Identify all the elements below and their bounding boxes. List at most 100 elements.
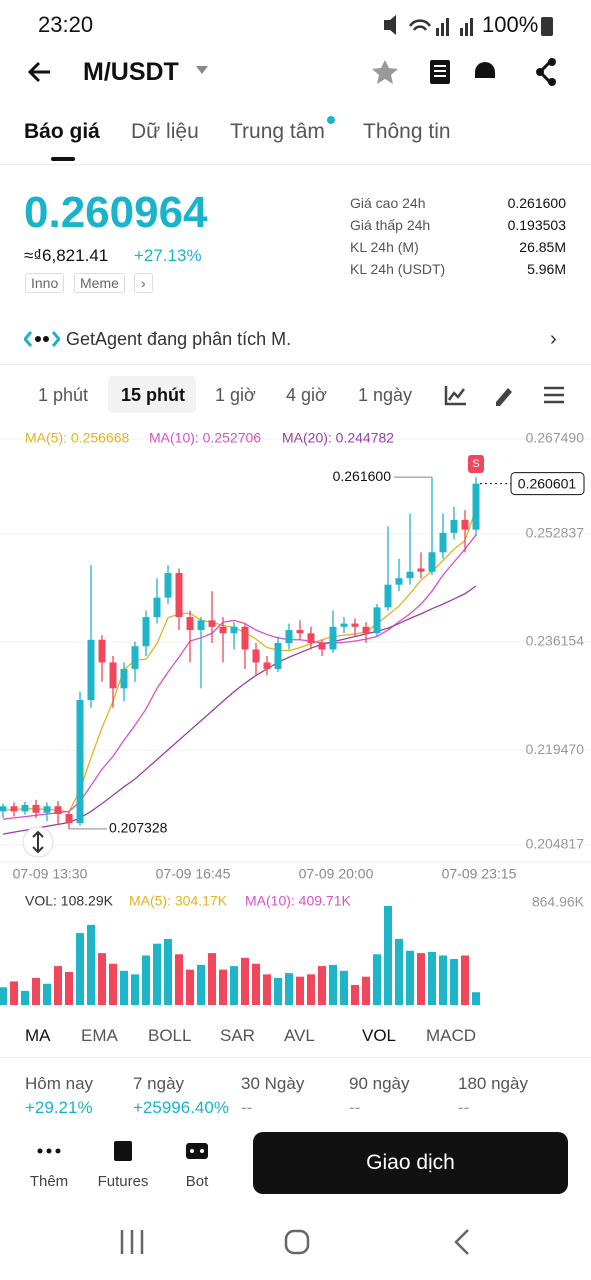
volume-bar xyxy=(395,938,403,1005)
y-tick-label: 0.236154 xyxy=(526,633,585,649)
battery-icon xyxy=(541,17,553,36)
perf-label: Hôm nay xyxy=(25,1074,94,1093)
volume-bar xyxy=(351,984,359,1005)
volume-bar xyxy=(153,943,161,1005)
candle-body xyxy=(175,573,183,618)
banner-arrow[interactable]: › xyxy=(550,328,557,350)
volume-bar xyxy=(373,954,381,1005)
candle-body xyxy=(450,519,458,533)
interval[interactable]: 1 phút xyxy=(38,385,89,405)
volume-bar xyxy=(142,955,150,1005)
indicator-tab[interactable]: MA xyxy=(25,1026,51,1045)
agent-banner[interactable]: GetAgent đang phân tích M. xyxy=(66,329,292,349)
tag-more[interactable]: › xyxy=(134,273,153,293)
action-label[interactable]: Thêm xyxy=(29,1173,69,1190)
indicator-tab[interactable]: SAR xyxy=(220,1026,255,1045)
interval[interactable]: 15 phút xyxy=(121,385,186,405)
perf-value: -- xyxy=(458,1098,470,1117)
interval[interactable]: 1 ngày xyxy=(358,385,413,405)
sell-marker-box xyxy=(468,455,484,473)
candle-body xyxy=(197,620,205,631)
last-price: 0.260964 xyxy=(24,188,208,237)
fiat-price: ≈₫6,821.41 xyxy=(24,246,109,265)
status-time: 23:20 xyxy=(38,12,94,37)
action-label[interactable]: Bot xyxy=(185,1173,209,1190)
nav-bar[interactable] xyxy=(110,1226,490,1258)
tab[interactable]: Trung tâm xyxy=(230,120,325,143)
volume-bar xyxy=(307,974,315,1005)
y-tick-label: 0.219470 xyxy=(526,741,585,757)
stat-value: 5.96M xyxy=(527,261,566,277)
volume-bar xyxy=(252,963,260,1005)
action-icons[interactable] xyxy=(30,1138,220,1166)
volume-bar xyxy=(109,963,117,1005)
candle-body xyxy=(230,626,238,634)
indicator-tab[interactable]: BOLL xyxy=(148,1026,192,1045)
perf-label: 180 ngày xyxy=(458,1074,528,1093)
tab[interactable]: Thông tin xyxy=(363,120,451,143)
current-price-label: 0.260601 xyxy=(518,475,577,491)
volume-chart: 864.96K VOL: 108.29K MA(5): 304.17K MA(10):… xyxy=(0,893,585,1005)
candle-body xyxy=(54,806,62,815)
legend-entry: MA(10): 0.252706 xyxy=(149,430,261,446)
volume-bar xyxy=(65,971,73,1005)
candle-body xyxy=(131,646,139,669)
header-icons[interactable] xyxy=(370,56,570,88)
stat-label: KL 24h (USDT) xyxy=(350,261,446,277)
trade-button[interactable]: Giao dịch xyxy=(253,1132,568,1194)
volume-bar xyxy=(263,974,271,1005)
volume-bar xyxy=(439,955,447,1005)
volume-bar xyxy=(340,970,348,1005)
chart-tools[interactable] xyxy=(444,382,570,408)
volume-bar xyxy=(54,966,62,1005)
volume-bar xyxy=(230,966,238,1005)
volume-bar xyxy=(285,973,293,1005)
tag[interactable]: Inno xyxy=(25,273,65,293)
interval[interactable]: 4 giờ xyxy=(286,385,327,405)
volume-legend: MA(10): 409.71K xyxy=(245,893,351,909)
tab-dot xyxy=(327,116,335,124)
candle-body xyxy=(252,649,260,663)
tab[interactable]: Dữ liệu xyxy=(131,120,199,143)
indicator-tab[interactable]: VOL xyxy=(362,1026,397,1045)
volume-bar xyxy=(428,951,436,1005)
legend-entry: MA(20): 0.244782 xyxy=(282,430,394,446)
interval[interactable]: 1 giờ xyxy=(215,385,256,405)
volume-bar xyxy=(175,954,183,1005)
volume-bar xyxy=(120,970,128,1005)
volume-bar xyxy=(461,955,469,1005)
tab[interactable]: Báo giá xyxy=(24,120,100,143)
candle-body xyxy=(285,630,293,643)
indicator-tab[interactable]: AVL xyxy=(284,1026,315,1045)
indicator-tab[interactable]: MACD xyxy=(426,1026,477,1045)
perf-value: +29.21% xyxy=(25,1098,93,1117)
tag[interactable]: Meme xyxy=(74,273,125,293)
x-tick-label: 07-09 16:45 xyxy=(156,866,231,882)
perf-label: 90 ngày xyxy=(349,1074,410,1093)
candle-body xyxy=(461,519,469,530)
back-button[interactable] xyxy=(26,58,54,86)
stat-value: 0.193503 xyxy=(507,217,566,233)
x-tick-label: 07-09 13:30 xyxy=(13,866,88,882)
stat-value: 0.261600 xyxy=(507,195,566,211)
volume-legend: VOL: 108.29K xyxy=(25,893,114,909)
candle-body xyxy=(109,662,117,689)
candle-body xyxy=(296,630,304,634)
volume-legend: MA(5): 304.17K xyxy=(129,893,228,909)
pair-title[interactable]: M/USDT xyxy=(83,58,179,86)
stat-label: KL 24h (M) xyxy=(350,239,419,255)
status-icons xyxy=(384,15,473,36)
candle-body xyxy=(351,623,359,627)
volume-bar xyxy=(131,974,139,1005)
candle-body xyxy=(43,806,51,813)
stat-label: Giá cao 24h xyxy=(350,195,426,211)
indicator-tab[interactable]: EMA xyxy=(81,1026,118,1045)
candle-body xyxy=(307,633,315,643)
candle-body xyxy=(472,483,480,530)
candle-body xyxy=(318,642,326,650)
y-tick-label: 0.252837 xyxy=(526,525,585,541)
pair-dropdown[interactable] xyxy=(196,66,208,76)
action-label[interactable]: Futures xyxy=(97,1173,149,1190)
volume-bar xyxy=(241,957,249,1005)
